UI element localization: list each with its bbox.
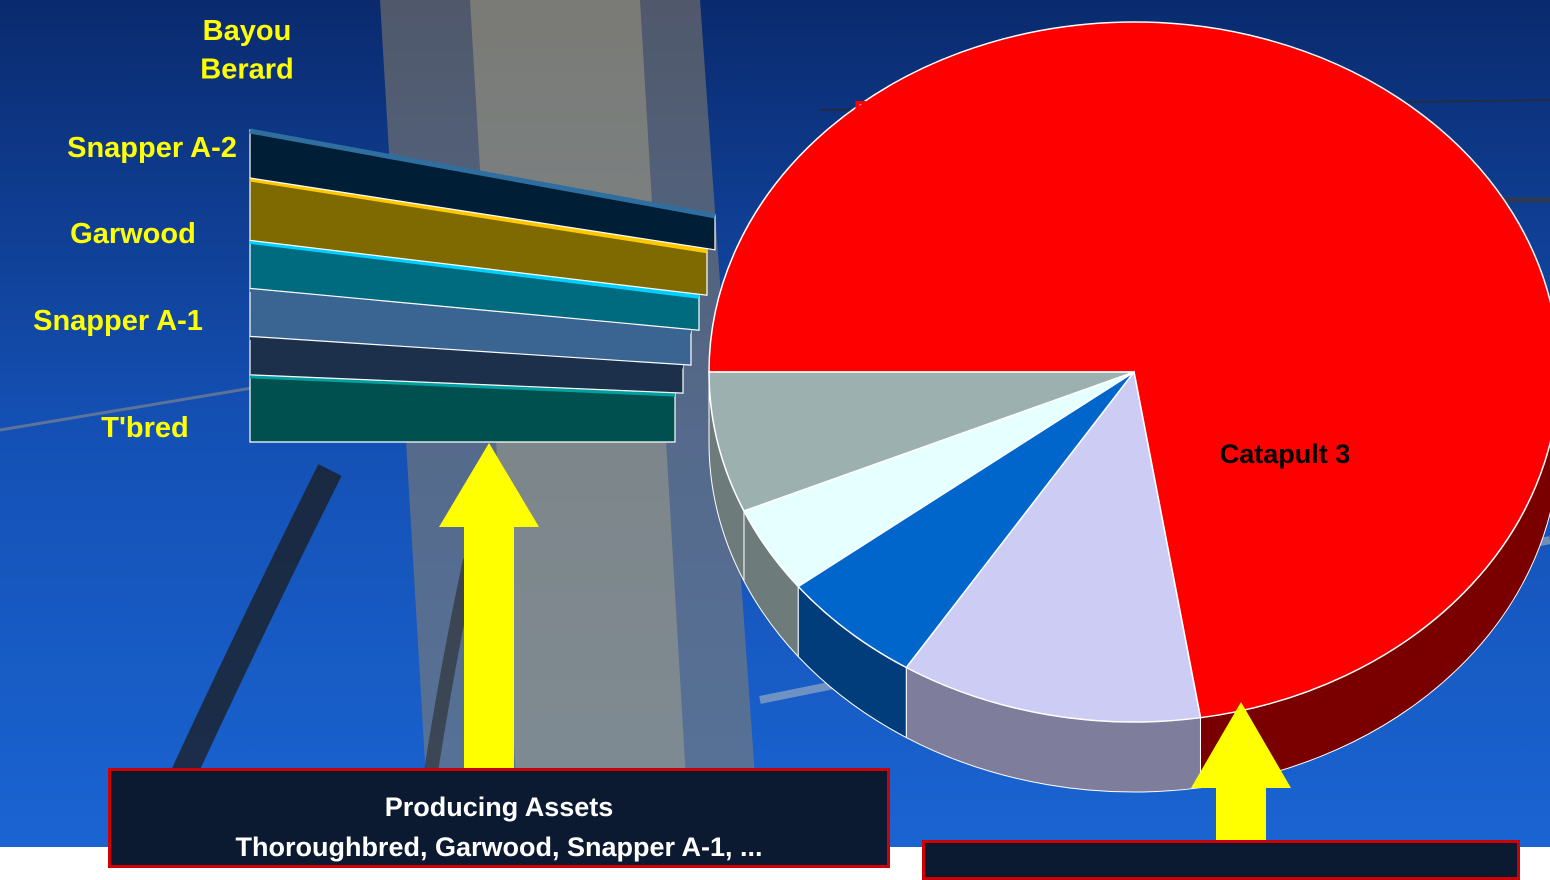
breakout-bar bbox=[249, 128, 716, 443]
pie-chart bbox=[708, 21, 1550, 793]
bar-edge-bayou-berard bbox=[249, 128, 716, 219]
pie-label-catapult-3: Catapult 3 bbox=[1220, 439, 1351, 469]
pie-label-bandito: Bandito bbox=[1016, 87, 1124, 119]
pie-slice-other-producing-assets bbox=[708, 371, 1135, 512]
bar-label-snapper-a-1: Snapper A-1 bbox=[33, 305, 203, 337]
bar-edge-snapper-a-2 bbox=[249, 176, 708, 254]
right-arrow bbox=[1191, 702, 1291, 847]
pie-label-snapper-a3: Snapper A3 bbox=[772, 201, 888, 271]
pie-label-parks-north: Parks North bbox=[853, 96, 932, 166]
producing-assets-callout: Producing Assets Thoroughbred, Garwood, … bbox=[108, 768, 890, 868]
pie-slice-catapult-3 bbox=[708, 21, 1550, 719]
bar-label-snapper-a-2: Snapper A-2 bbox=[67, 132, 237, 164]
pie-slice-bandito bbox=[905, 370, 1202, 723]
chart-labels: Catapult 3 Bandito Parks North Snapper A3 Bayo… bbox=[33, 15, 1350, 469]
bar-edge-snapper-a-1 bbox=[249, 286, 692, 334]
bar-label-bayou-berard: Bayou Berard bbox=[200, 15, 294, 85]
bar-edge-t-bred bbox=[249, 373, 676, 397]
callout-subtitle: Thoroughbred, Garwood, Snapper A-1, ... bbox=[235, 832, 763, 862]
callout-title: Producing Assets bbox=[384, 792, 614, 822]
left-arrow bbox=[439, 443, 539, 775]
catapult-callout bbox=[922, 840, 1520, 880]
bar-edge-unlabeled bbox=[249, 334, 684, 369]
bar-label-t-bred: T'bred bbox=[101, 412, 188, 444]
bar-label-garwood: Garwood bbox=[70, 218, 196, 250]
pie-slice-parks-north bbox=[797, 371, 1135, 669]
chart-canvas: Catapult 3 Bandito Parks North Snapper A3 Bayo… bbox=[0, 0, 1550, 847]
bar-edge-garwood bbox=[249, 238, 700, 299]
